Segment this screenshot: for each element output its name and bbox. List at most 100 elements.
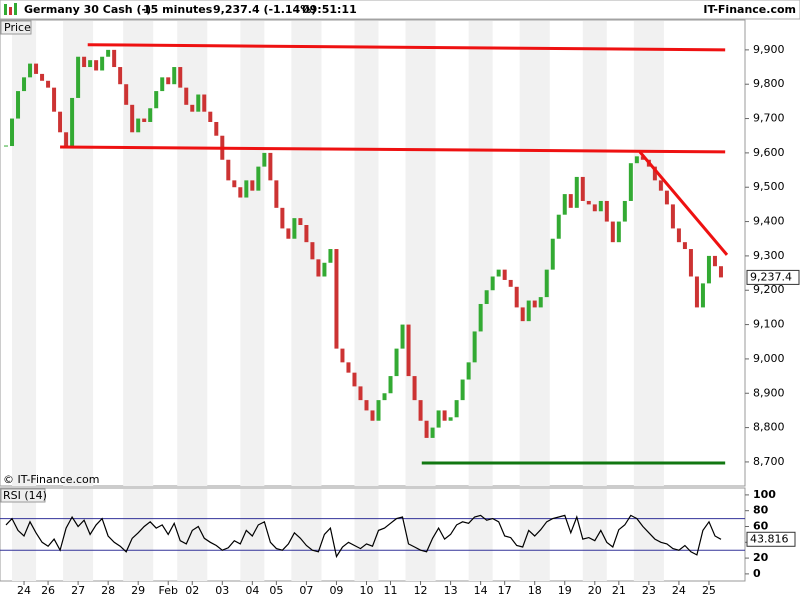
- candle: [196, 94, 201, 112]
- candle: [280, 207, 285, 229]
- candle: [184, 87, 189, 105]
- y-tick-label: 9,400: [753, 215, 785, 228]
- candle: [670, 204, 675, 229]
- candle: [370, 410, 375, 421]
- candle: [358, 386, 363, 401]
- candle: [214, 121, 219, 136]
- day-band: [354, 489, 379, 581]
- header-icon: [9, 7, 12, 15]
- candle: [592, 204, 597, 212]
- candle: [454, 400, 459, 418]
- candle: [634, 156, 639, 164]
- panel-label: Price: [4, 21, 31, 34]
- candle: [16, 91, 21, 119]
- y-tick-label: 9,200: [753, 283, 785, 296]
- x-tick-label: 17: [498, 584, 512, 597]
- day-band: [468, 489, 493, 581]
- x-tick-label: 03: [215, 584, 229, 597]
- candle: [352, 372, 357, 387]
- candle: [334, 249, 339, 349]
- candle: [274, 180, 279, 208]
- candle: [544, 269, 549, 298]
- day-band: [633, 21, 664, 486]
- candle: [310, 242, 315, 260]
- candle: [622, 200, 627, 222]
- candle: [628, 163, 633, 201]
- candle: [604, 200, 609, 222]
- candle: [580, 176, 585, 201]
- x-tick-label: 19: [558, 584, 572, 597]
- candle: [478, 303, 483, 332]
- candle: [148, 108, 153, 122]
- quote: 9,237.4 (-1.14%): [213, 3, 316, 16]
- candle: [532, 300, 537, 308]
- x-tick-label: 10: [359, 584, 373, 597]
- rsi-label: RSI (14): [3, 489, 47, 502]
- candle: [250, 180, 255, 191]
- x-tick-label: 13: [444, 584, 458, 597]
- day-band: [12, 21, 37, 486]
- y-tick-label: 8,800: [753, 421, 785, 434]
- y-tick-label: 9,800: [753, 77, 785, 90]
- candle: [508, 279, 513, 287]
- x-tick-label: 24: [672, 584, 686, 597]
- candle: [124, 84, 129, 105]
- x-tick-label: 25: [702, 584, 716, 597]
- candle: [22, 77, 27, 92]
- header-bar: [0, 0, 800, 20]
- y-tick-label: 60: [753, 519, 769, 532]
- candle: [322, 262, 327, 277]
- candle: [430, 427, 435, 438]
- day-band: [468, 21, 493, 486]
- candle: [106, 49, 111, 57]
- day-band: [291, 21, 322, 486]
- header-icon: [4, 4, 7, 15]
- candle: [136, 118, 141, 133]
- y-tick-label: 100: [753, 488, 776, 501]
- day-band: [519, 489, 550, 581]
- x-tick-label: 23: [642, 584, 656, 597]
- candle: [388, 376, 393, 394]
- y-tick-label: 9,100: [753, 318, 785, 331]
- trend-line: [87, 43, 726, 52]
- candle: [562, 194, 567, 215]
- x-tick-label: 12: [414, 584, 428, 597]
- candle: [112, 49, 117, 68]
- candle: [700, 283, 705, 308]
- candle: [382, 393, 387, 401]
- candle: [46, 80, 51, 88]
- candle: [706, 255, 711, 284]
- candle: [448, 417, 453, 421]
- candle: [262, 152, 267, 167]
- candle: [52, 87, 57, 112]
- candle: [688, 249, 693, 277]
- day-band: [63, 21, 94, 486]
- day-band: [123, 489, 154, 581]
- candle: [118, 67, 123, 85]
- y-tick-label: 9,300: [753, 249, 785, 262]
- y-tick-label: 9,600: [753, 146, 785, 159]
- candle: [226, 159, 231, 181]
- candle: [718, 266, 723, 278]
- interval: 15 minutes: [143, 3, 213, 16]
- candle: [88, 60, 93, 68]
- candle: [10, 118, 15, 147]
- candle: [130, 104, 135, 133]
- candle: [316, 259, 321, 277]
- x-tick-label: 11: [384, 584, 398, 597]
- candle: [664, 190, 669, 205]
- candle: [520, 307, 525, 322]
- candle: [364, 400, 369, 411]
- rsi-last-box: [746, 531, 796, 547]
- x-tick-label: 05: [269, 584, 283, 597]
- day-band: [405, 489, 436, 581]
- candle: [682, 242, 687, 250]
- candle: [658, 180, 663, 191]
- last-price-label: 9,237.4: [750, 270, 792, 283]
- x-tick-label: 26: [41, 584, 55, 597]
- candle: [550, 238, 555, 270]
- y-tick-label: 8,700: [753, 455, 785, 468]
- candle: [82, 56, 87, 68]
- candle: [466, 362, 471, 380]
- candle: [676, 228, 681, 243]
